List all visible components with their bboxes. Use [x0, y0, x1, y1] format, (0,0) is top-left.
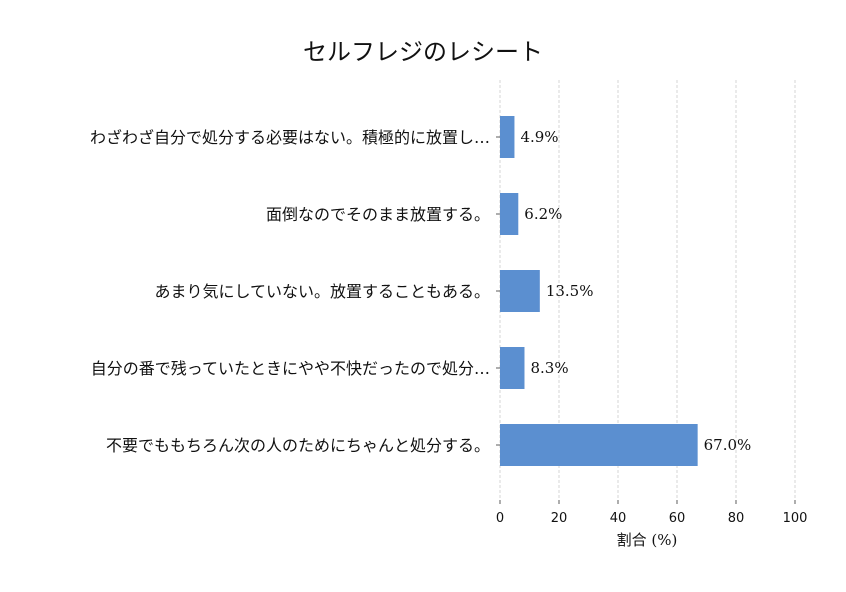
- bar: [500, 347, 525, 389]
- x-tick-label: 40: [610, 511, 627, 526]
- y-axis-labels: わざわざ自分で処分する必要はない。積極的に放置し… 面倒なのでそのまま放置する。あ…: [90, 128, 500, 455]
- x-tick-label: 0: [496, 511, 504, 526]
- bars: 4.9% 6.2% 13.5% 8.3% 67.0%: [500, 116, 751, 466]
- bar-value-label: 67.0%: [704, 436, 752, 454]
- x-axis-label: 割合 (%): [617, 531, 678, 549]
- bar: [500, 193, 519, 235]
- bar-value-label: 8.3%: [530, 359, 568, 377]
- x-tick-label: 60: [669, 511, 686, 526]
- bar-value-label: 6.2%: [524, 205, 562, 223]
- y-category-label: 面倒なのでそのまま放置する。: [266, 205, 490, 224]
- x-axis-ticks: 0 20 40 60 80 100: [496, 500, 808, 526]
- y-category-label: 不要でももちろん次の人のためにちゃんと処分する。: [106, 436, 490, 455]
- y-category-label: わざわざ自分で処分する必要はない。積極的に放置し…: [90, 128, 490, 147]
- x-tick-label: 20: [551, 511, 568, 526]
- chart-title: セルフレジのレシート: [303, 38, 543, 66]
- bar: [500, 116, 515, 158]
- bar-value-label: 13.5%: [546, 282, 594, 300]
- y-category-label: 自分の番で残っていたときにやや不快だったので処分…: [91, 359, 490, 378]
- x-tick-label: 100: [783, 511, 808, 526]
- x-tick-label: 80: [728, 511, 745, 526]
- y-category-label: あまり気にしていない。放置することもある。: [154, 282, 490, 301]
- bar: [500, 424, 698, 466]
- bar-value-label: 4.9%: [520, 128, 558, 146]
- bar: [500, 270, 540, 312]
